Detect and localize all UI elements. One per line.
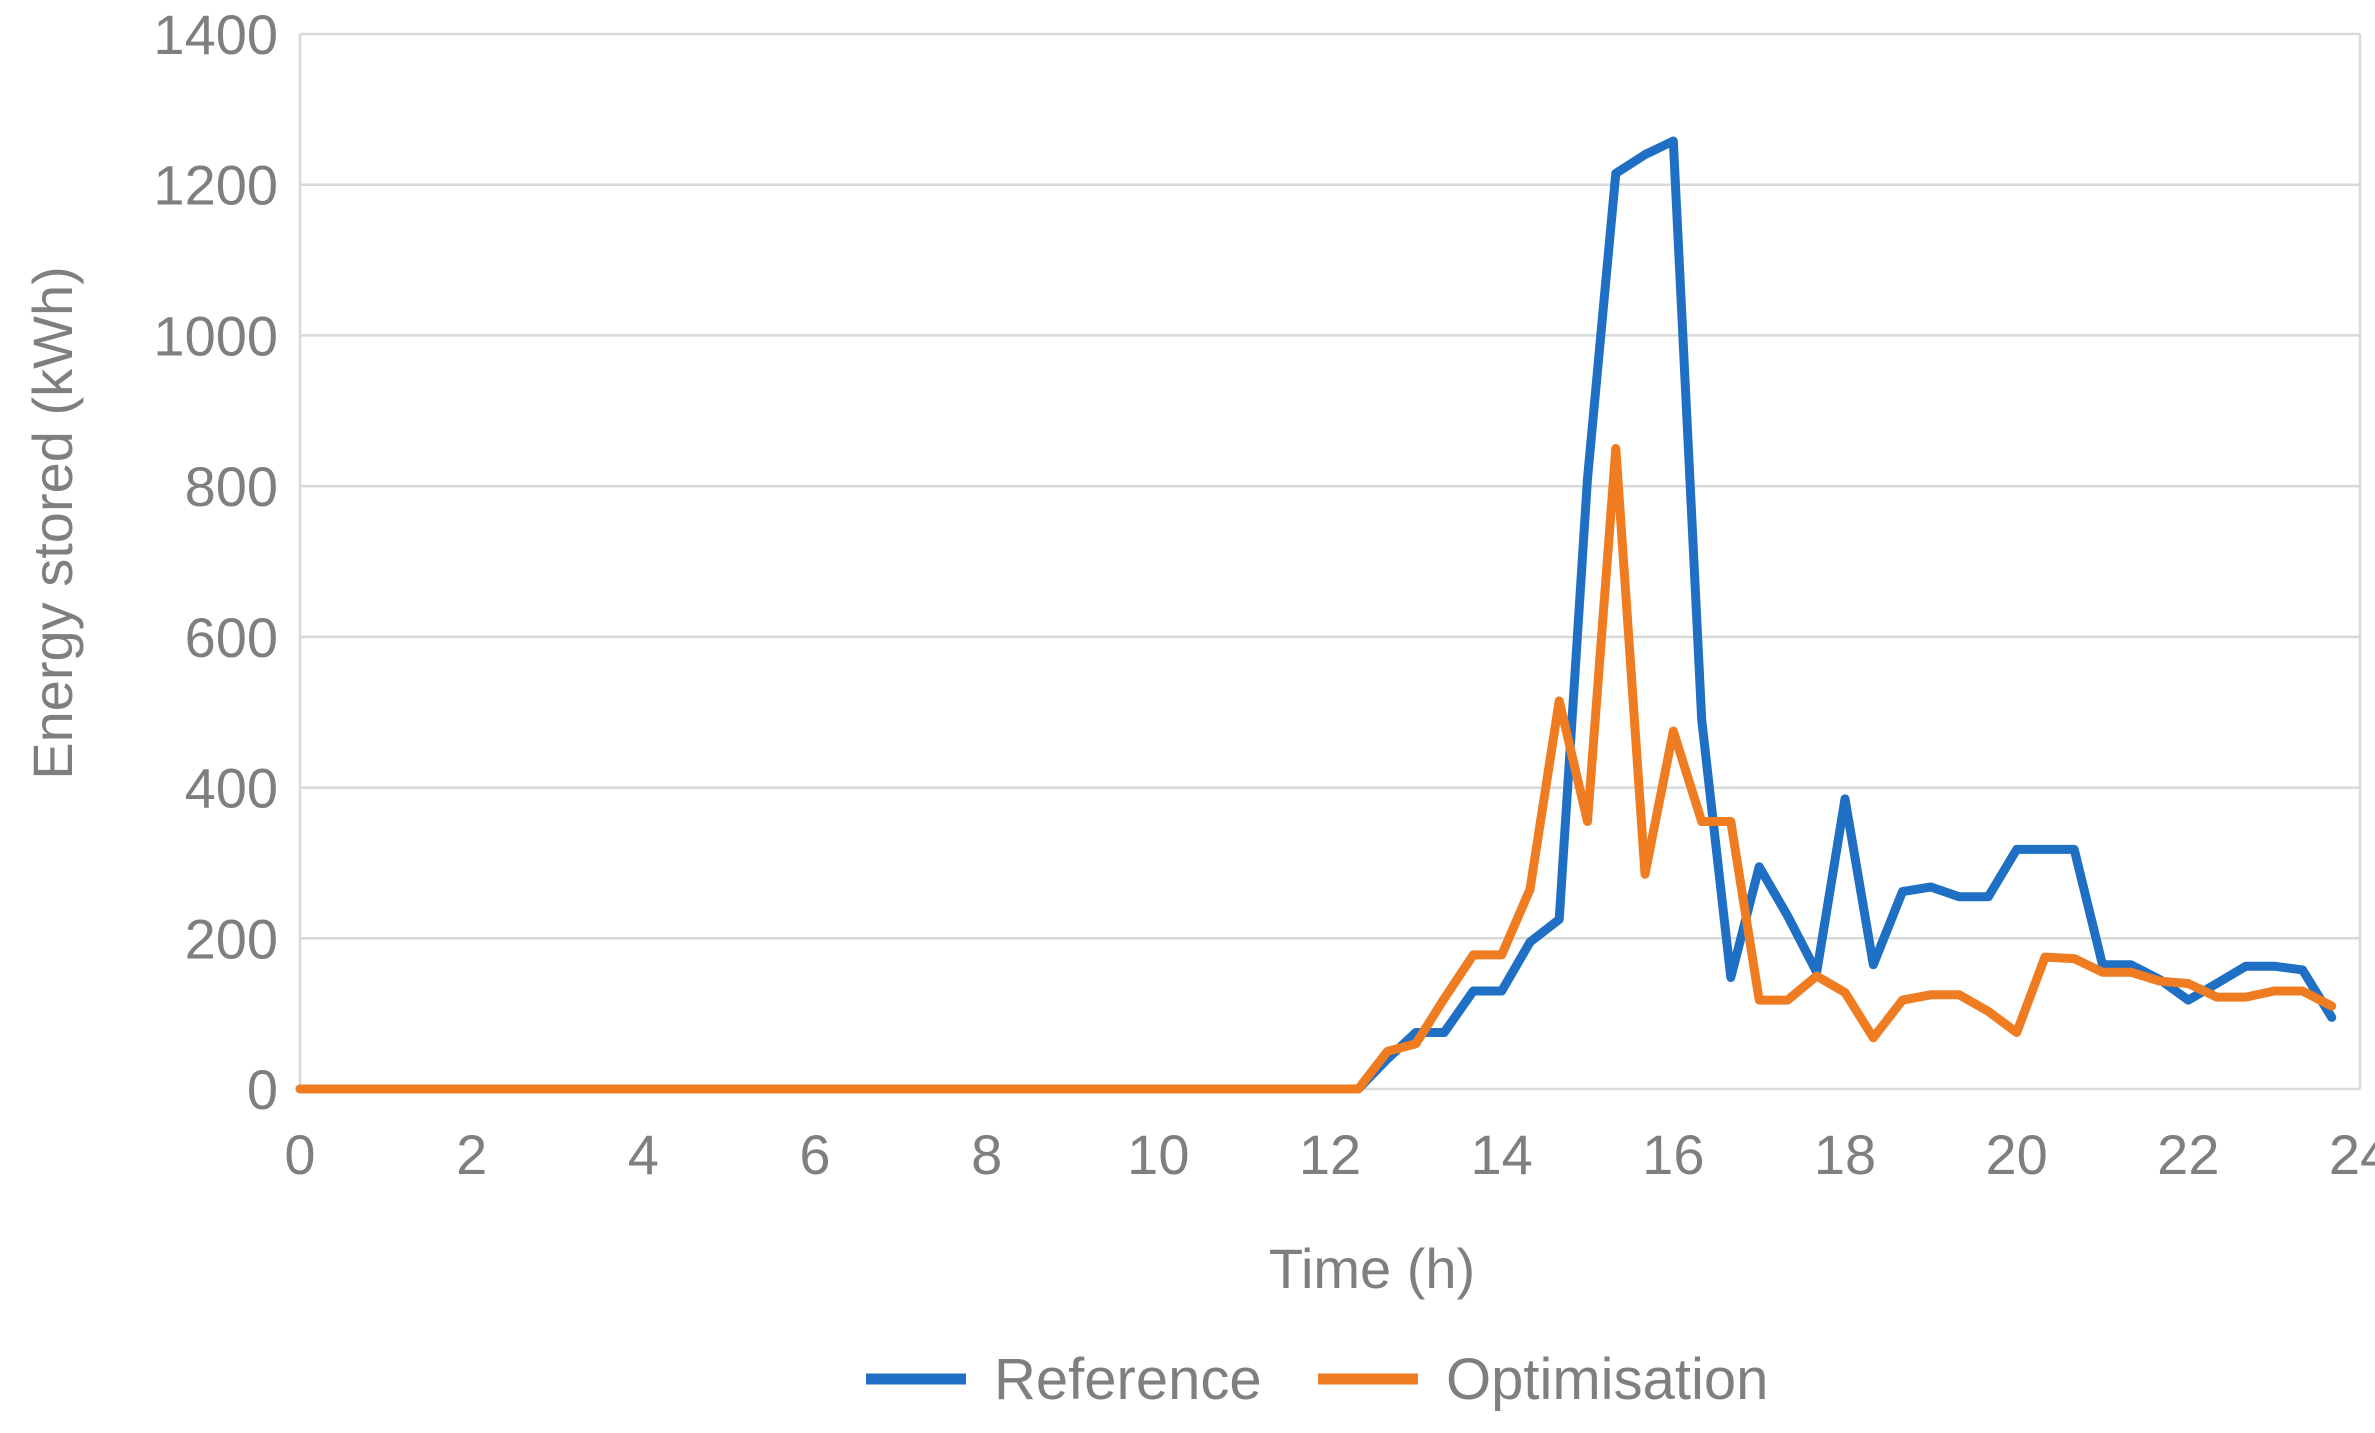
x-tick-label-6: 12 <box>1299 1123 1361 1186</box>
y-tick-label-4: 800 <box>185 455 278 518</box>
x-tick-label-9: 18 <box>1814 1123 1876 1186</box>
x-tick-label-10: 20 <box>1986 1123 2048 1186</box>
x-tick-label-11: 22 <box>2157 1123 2219 1186</box>
gridlines <box>300 32 2360 1091</box>
x-tick-label-3: 6 <box>799 1123 830 1186</box>
legend-label-optimisation: Optimisation <box>1446 1347 1768 1412</box>
x-axis-title: Time (h) <box>1269 1237 1475 1300</box>
x-tick-label-2: 4 <box>628 1123 659 1186</box>
x-axis-tick-labels: 024681012141618202224 <box>284 1123 2375 1186</box>
y-tick-label-6: 1200 <box>153 154 278 217</box>
x-tick-label-5: 10 <box>1127 1123 1189 1186</box>
y-tick-label-5: 1000 <box>153 304 278 367</box>
legend: Reference Optimisation <box>866 1347 1768 1412</box>
series-line-optimisation <box>295 444 2337 1094</box>
x-tick-label-12: 24 <box>2329 1123 2375 1186</box>
y-tick-label-3: 600 <box>185 606 278 669</box>
y-tick-label-2: 400 <box>185 757 278 820</box>
legend-label-reference: Reference <box>994 1347 1262 1412</box>
y-tick-label-1: 200 <box>185 907 278 970</box>
y-tick-label-0: 0 <box>247 1058 278 1121</box>
x-tick-label-4: 8 <box>971 1123 1002 1186</box>
plot-area-frame <box>298 34 2362 1089</box>
series-lines <box>295 136 2337 1094</box>
y-tick-label-7: 1400 <box>153 3 278 66</box>
series-line-reference <box>295 136 2337 1094</box>
x-tick-label-0: 0 <box>284 1123 315 1186</box>
y-axis-tick-labels: 0 200 400 600 800 1000 1200 1400 <box>153 3 278 1121</box>
x-tick-label-8: 16 <box>1642 1123 1704 1186</box>
x-tick-label-7: 14 <box>1471 1123 1533 1186</box>
x-tick-label-1: 2 <box>456 1123 487 1186</box>
y-axis-title: Energy stored (kWh) <box>21 266 84 780</box>
